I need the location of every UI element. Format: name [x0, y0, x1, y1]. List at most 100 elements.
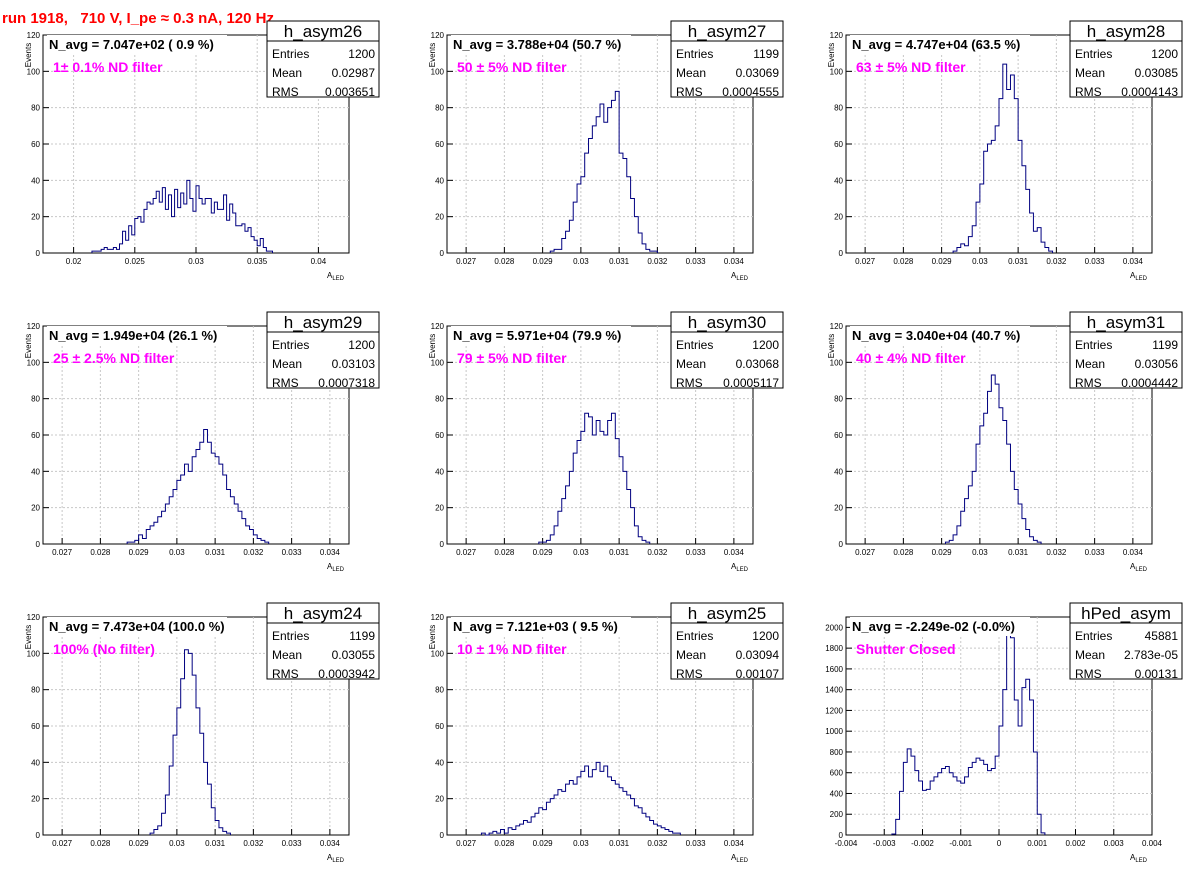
stats-value-mean: 0.03069: [736, 66, 780, 80]
x-tick-label: -0.001: [949, 839, 972, 848]
y-tick-label: 40: [31, 758, 40, 767]
histogram-name: h_asym26: [284, 22, 362, 41]
histogram-series-line: [149, 649, 231, 835]
x-tick-label: 0.027: [855, 257, 876, 266]
navg-label-bg: [47, 617, 227, 636]
navg-label: N_avg = 5.971e+04 (79.9 %): [453, 328, 621, 343]
y-tick-label: 120: [431, 322, 445, 331]
histogram-panel-h_asym28: 0 20 40 60 80 100 120 0.027 0.028 0.029 0.03 0.031 0…: [827, 20, 1183, 282]
x-tick-label: 0.032: [1046, 257, 1067, 266]
x-tick-label: 0.032: [243, 839, 264, 848]
stats-value-rms: 0.0007318: [318, 376, 375, 390]
filter-annotation: 10 ± 1% ND filter: [457, 641, 567, 657]
filter-annotation: 25 ± 2.5% ND filter: [53, 350, 175, 366]
x-axis-label-sub: LED: [1135, 276, 1147, 282]
histogram-series-line: [944, 374, 1042, 544]
x-tick-label: 0.028: [494, 839, 515, 848]
x-tick-label: 0.028: [893, 548, 914, 557]
x-axis-label: ALED: [731, 271, 749, 282]
x-tick-label: 0.031: [609, 257, 630, 266]
y-tick-label: 800: [830, 748, 844, 757]
stats-box: [1069, 20, 1183, 98]
x-tick-label: 0.031: [609, 548, 630, 557]
x-tick-label: 0.029: [129, 839, 150, 848]
navg-label-bg: [451, 617, 631, 636]
x-tick-label: 0.029: [932, 257, 953, 266]
histogram-name: h_asym30: [688, 313, 766, 332]
y-tick-label: 200: [830, 810, 844, 819]
y-axis-label: Events: [24, 43, 33, 67]
navg-label-bg: [451, 326, 631, 345]
y-tick-label: 1400: [825, 686, 843, 695]
y-tick-label: 20: [31, 504, 40, 513]
x-axis-label-sub: LED: [1135, 567, 1147, 573]
stats-box: [266, 602, 380, 680]
x-tick-label: 0.002: [1065, 839, 1086, 848]
stats-label-rms: RMS: [1075, 667, 1102, 681]
x-tick-label: -0.003: [873, 839, 896, 848]
x-tick-label: 0.031: [1008, 548, 1029, 557]
stats-label-mean: Mean: [676, 648, 706, 662]
histogram-panel-h_asym24: 0 20 40 60 80 100 120 0.027 0.028 0.029 0.03 0.031 0…: [24, 602, 380, 864]
y-tick-label: 60: [31, 140, 40, 149]
x-axis-label-sub: LED: [736, 858, 748, 864]
histogram-name: h_asym24: [284, 604, 362, 623]
x-tick-label: 0.031: [1008, 257, 1029, 266]
y-tick-label: 1200: [825, 706, 843, 715]
histogram-panel-h_asym31: 0 20 40 60 80 100 120 0.027 0.028 0.029 0.03 0.031 0…: [827, 311, 1183, 573]
y-tick-label: 120: [830, 322, 844, 331]
stats-value-mean: 0.03085: [1135, 66, 1179, 80]
x-tick-label: 0.032: [647, 839, 668, 848]
histogram-name: hPed_asym: [1081, 604, 1171, 623]
x-axis-label-main: A: [731, 562, 737, 571]
y-tick-label: 120: [431, 31, 445, 40]
y-tick-label: 100: [431, 649, 445, 658]
x-tick-label: 0.034: [320, 548, 341, 557]
y-tick-label: 60: [834, 140, 843, 149]
stats-value-entries: 1200: [348, 47, 375, 61]
x-tick-label: 0.034: [724, 257, 745, 266]
x-tick-label: 0.03: [972, 548, 988, 557]
stats-box: [266, 311, 380, 389]
x-tick-label: 0.02: [66, 257, 82, 266]
filter-annotation: 1± 0.1% ND filter: [53, 59, 163, 75]
x-axis-label: ALED: [327, 853, 345, 864]
y-tick-label: 40: [834, 467, 843, 476]
x-axis-label-main: A: [1130, 271, 1136, 280]
x-axis-label-main: A: [731, 271, 737, 280]
stats-label-entries: Entries: [1075, 338, 1112, 352]
x-axis-label: ALED: [1130, 562, 1148, 573]
y-tick-label: 20: [435, 504, 444, 513]
stats-box: [1069, 602, 1183, 680]
y-tick-label: 20: [435, 795, 444, 804]
stats-label-rms: RMS: [1075, 376, 1102, 390]
x-tick-label: 0.04: [311, 257, 327, 266]
stats-label-rms: RMS: [272, 376, 299, 390]
x-tick-label: 0.027: [52, 839, 73, 848]
y-tick-label: 40: [31, 467, 40, 476]
y-tick-label: 2000: [825, 623, 843, 632]
stats-value-rms: 0.00131: [1135, 667, 1179, 681]
y-tick-label: 0: [36, 249, 41, 258]
x-axis-label-sub: LED: [332, 276, 344, 282]
y-tick-label: 20: [31, 213, 40, 222]
stats-value-entries: 1200: [348, 338, 375, 352]
x-axis-label-main: A: [1130, 562, 1136, 571]
x-tick-label: 0.03: [188, 257, 204, 266]
stats-label-entries: Entries: [272, 629, 309, 643]
x-tick-label: 0.029: [932, 548, 953, 557]
stats-label-entries: Entries: [676, 47, 713, 61]
x-tick-label: 0.033: [1085, 257, 1106, 266]
x-tick-label: 0.025: [125, 257, 146, 266]
x-tick-label: 0.033: [282, 839, 303, 848]
navg-label: N_avg = 3.788e+04 (50.7 %): [453, 37, 621, 52]
stats-value-entries: 1199: [1152, 338, 1178, 352]
y-tick-label: 100: [27, 67, 41, 76]
navg-label: N_avg = 7.473e+04 (100.0 %): [49, 619, 225, 634]
stats-value-mean: 0.03094: [736, 648, 780, 662]
stats-label-mean: Mean: [1075, 357, 1105, 371]
histogram-series-line: [538, 412, 651, 544]
stats-value-entries: 45881: [1145, 629, 1179, 643]
x-tick-label: 0: [997, 839, 1002, 848]
x-axis-label: ALED: [731, 853, 749, 864]
